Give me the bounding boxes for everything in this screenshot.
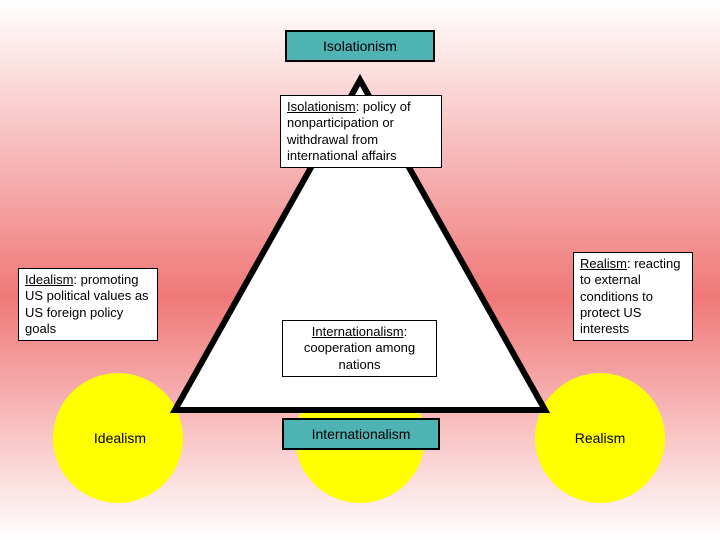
def-idealism: Idealism: promoting US political values … (18, 268, 158, 341)
def-realism: Realism: reacting to external conditions… (573, 252, 693, 341)
def-internationalism-term: Internationalism (312, 324, 404, 339)
header-isolationism: Isolationism (285, 30, 435, 62)
bottom-internationalism: Internationalism (282, 418, 440, 450)
bottom-internationalism-text: Internationalism (312, 426, 411, 442)
def-isolationism: Isolationism: policy of nonparticipation… (280, 95, 442, 168)
header-label: Isolationism (323, 38, 397, 54)
bottom-idealism-text: Idealism (94, 430, 146, 446)
bottom-realism-text: Realism (575, 430, 626, 446)
bottom-idealism: Idealism (60, 430, 180, 446)
def-idealism-term: Idealism (25, 272, 73, 287)
def-realism-term: Realism (580, 256, 627, 271)
def-isolationism-term: Isolationism (287, 99, 356, 114)
bottom-realism: Realism (545, 430, 655, 446)
def-internationalism: Internationalism: cooperation among nati… (282, 320, 437, 377)
